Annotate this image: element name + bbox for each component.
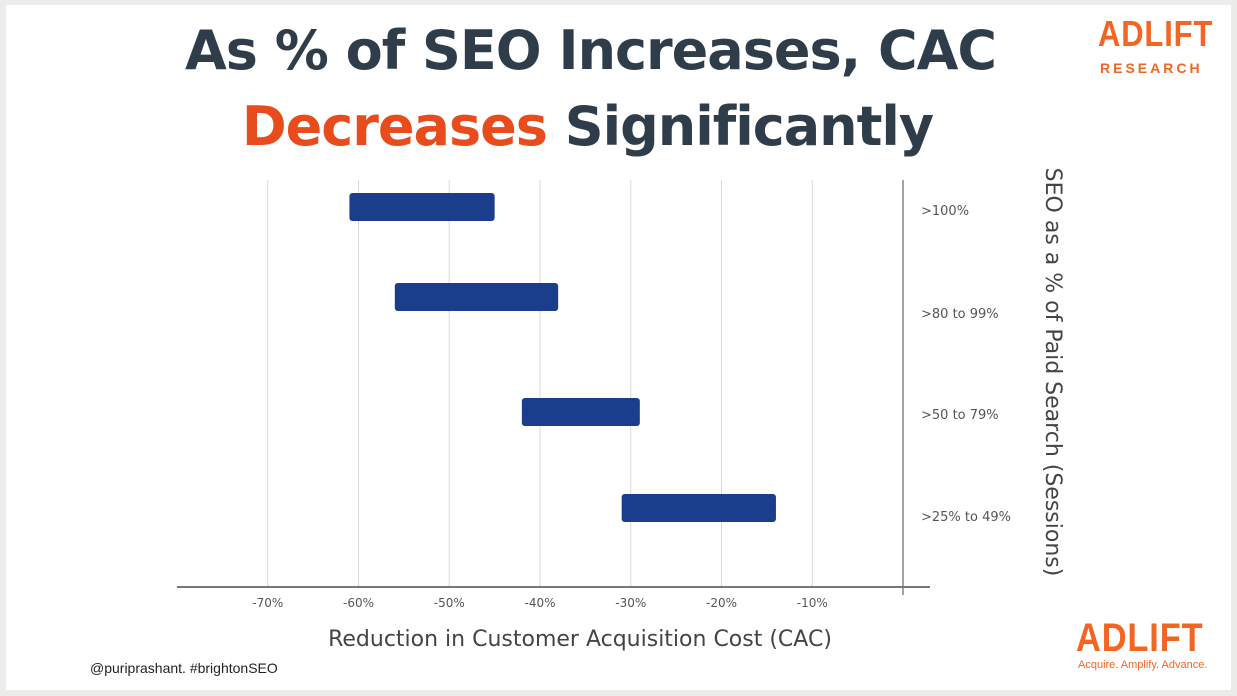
twitter-handle: @puriprashant. #brightonSEO bbox=[90, 660, 278, 676]
x-tick-label: -10% bbox=[797, 596, 828, 610]
category-label: >25% to 49% bbox=[921, 510, 1011, 525]
title-rest: Significantly bbox=[546, 95, 934, 158]
category-label: >50 to 79% bbox=[921, 408, 999, 423]
category-label: >80 to 99% bbox=[921, 307, 999, 322]
range-bar bbox=[621, 494, 776, 522]
x-axis-title: Reduction in Customer Acquisition Cost (… bbox=[328, 627, 832, 652]
x-tick-label: -50% bbox=[434, 596, 465, 610]
category-label: >100% bbox=[921, 204, 969, 219]
logo-wordmark-bottom: ADLIFT bbox=[1076, 616, 1204, 660]
range-bar bbox=[394, 283, 559, 311]
x-tick-label: -70% bbox=[252, 596, 283, 610]
x-tick-label: -60% bbox=[343, 596, 374, 610]
logo-research-label: RESEARCH bbox=[1100, 60, 1203, 76]
x-tick-label: -20% bbox=[706, 596, 737, 610]
logo-tagline: Acquire. Amplify. Advance. bbox=[1078, 659, 1208, 671]
title-accent-word: Decreases bbox=[241, 95, 548, 158]
adlift-research-logo: ADLIFT RESEARCH bbox=[1098, 13, 1214, 77]
x-tick-label: -30% bbox=[615, 596, 646, 610]
range-bar bbox=[521, 398, 640, 426]
x-tick-label: -40% bbox=[524, 596, 555, 610]
range-bar bbox=[349, 193, 495, 221]
slide-title-line-2: Decreases Significantly bbox=[0, 100, 1206, 154]
adlift-logo: ADLIFT Acquire. Amplify. Advance. bbox=[1076, 618, 1224, 671]
slide-background bbox=[6, 5, 1231, 690]
logo-wordmark: ADLIFT bbox=[1098, 13, 1214, 54]
slide-title-line-1: As % of SEO Increases, CAC bbox=[184, 19, 997, 82]
y-axis-title: SEO as a % of Paid Search (Sessions) bbox=[1040, 168, 1065, 577]
